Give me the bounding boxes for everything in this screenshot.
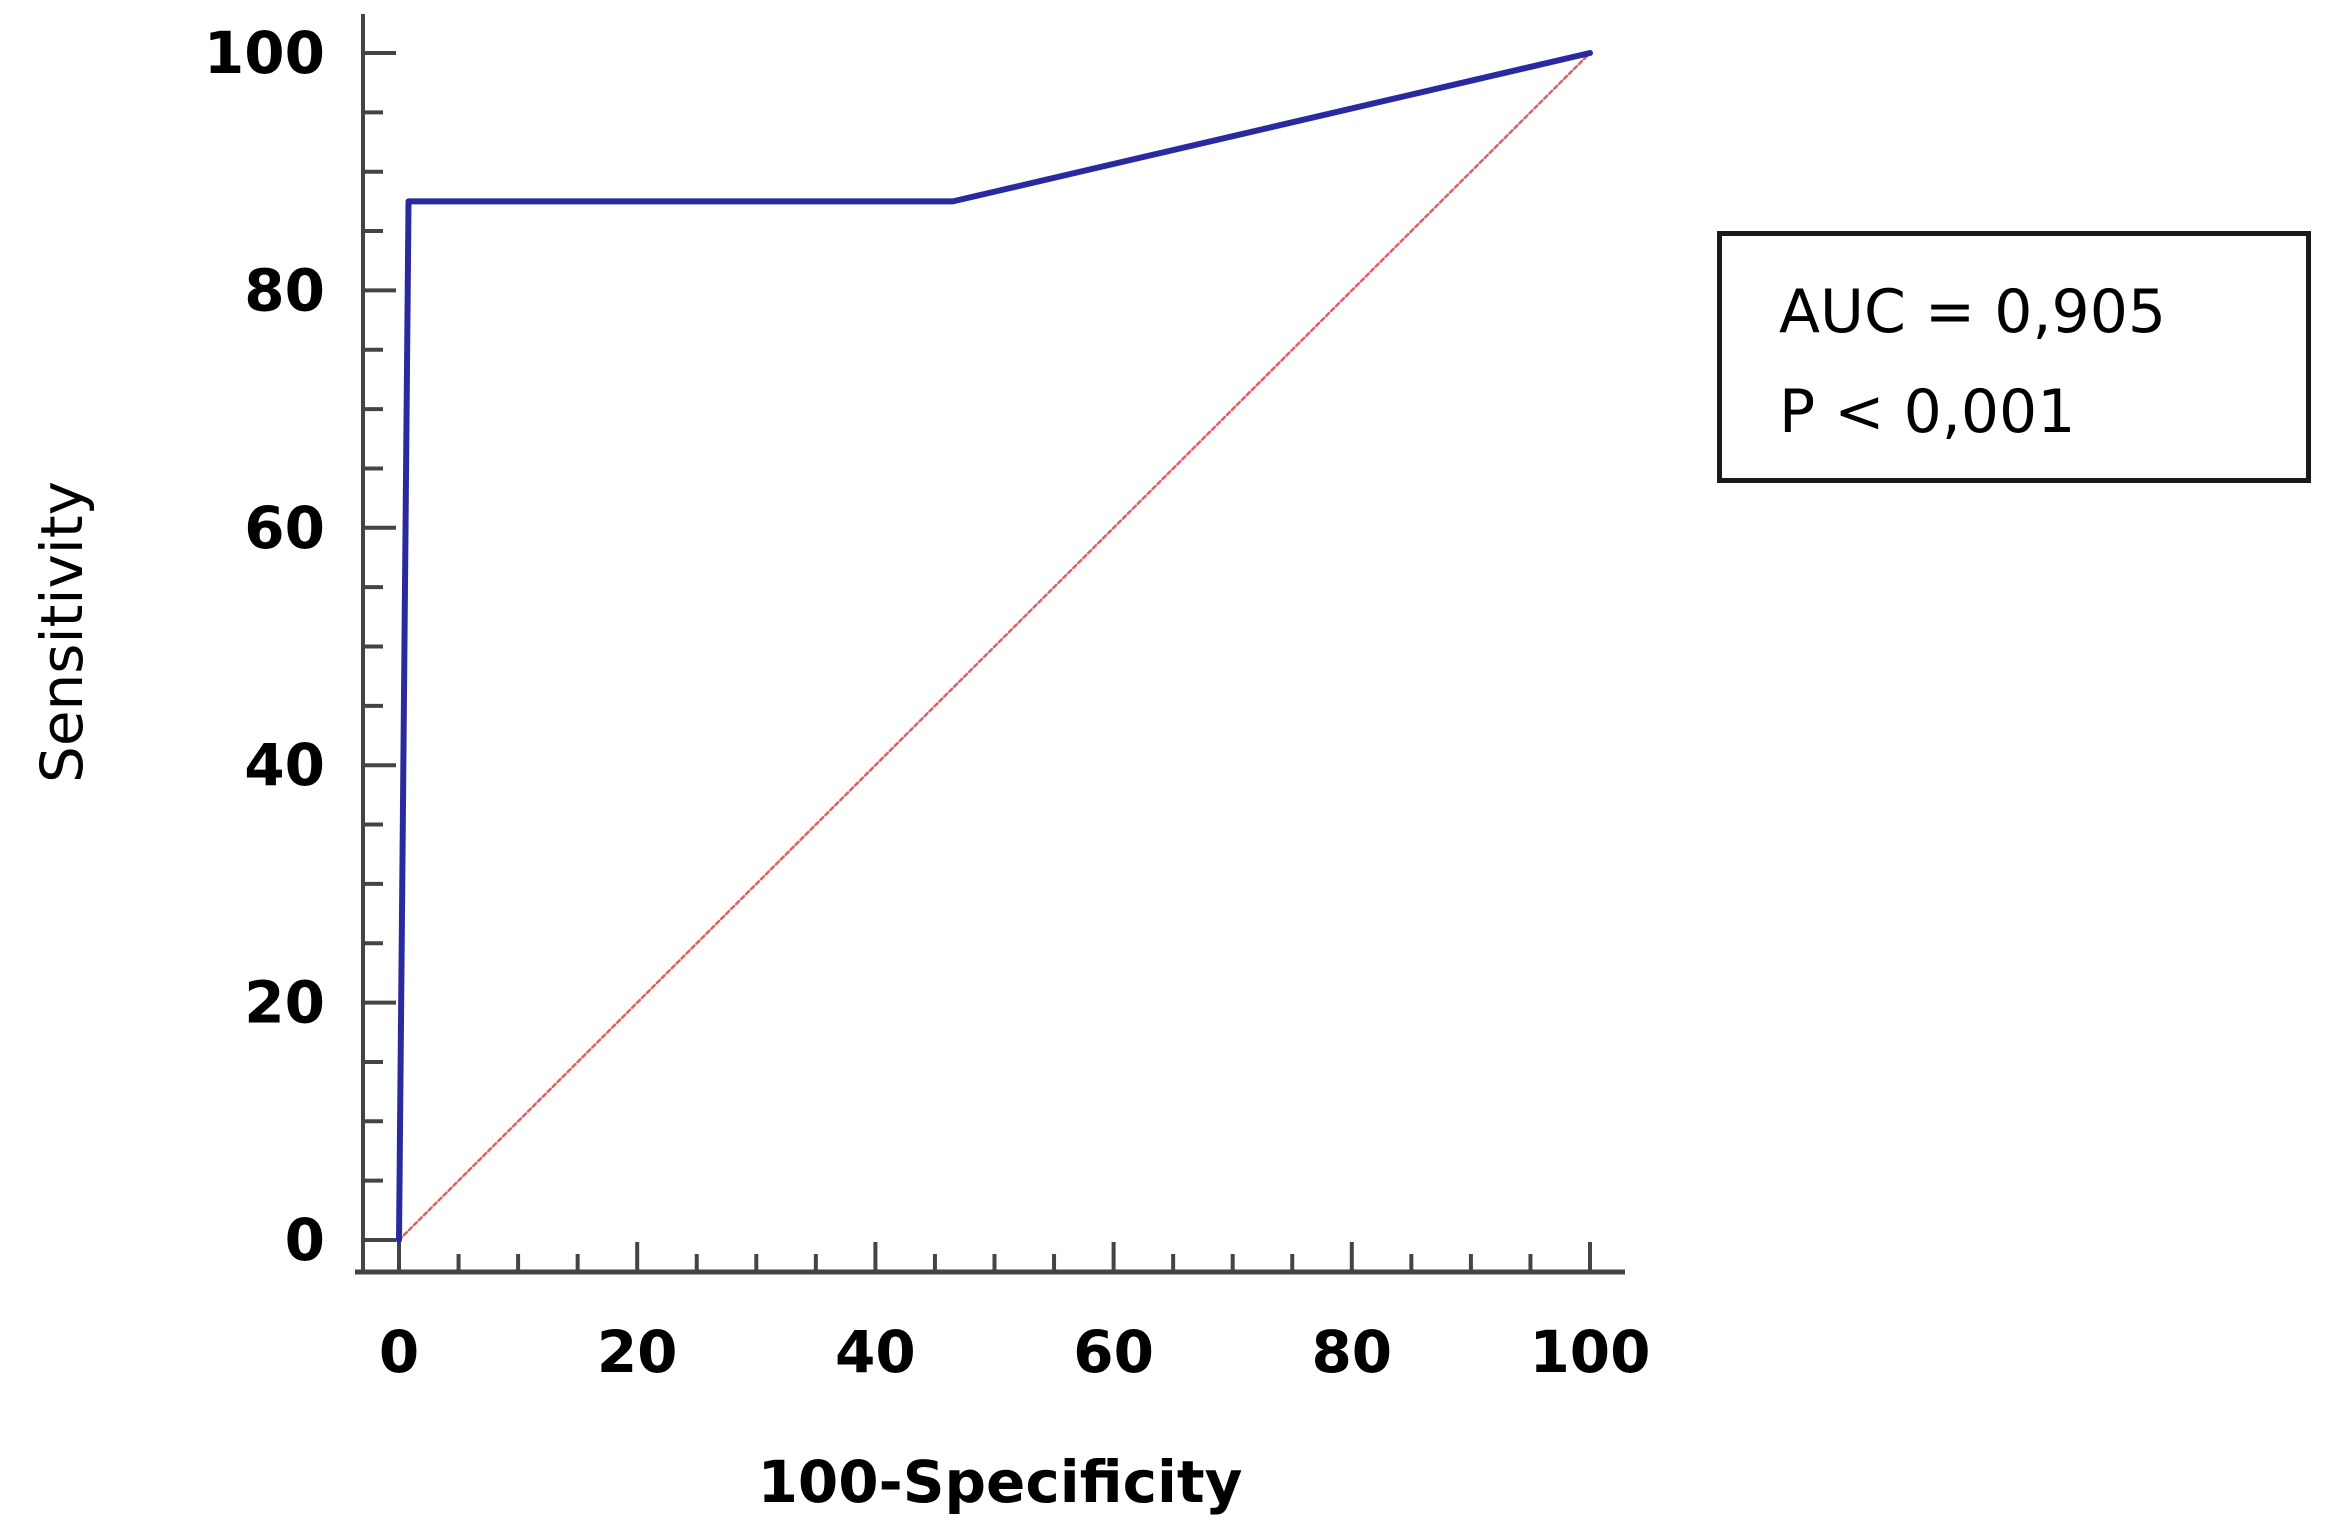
- x-tick-label: 20: [597, 1318, 678, 1386]
- x-tick-label: 40: [835, 1318, 916, 1386]
- y-tick-label: 80: [244, 256, 325, 324]
- p-value: P < 0,001: [1779, 377, 2076, 447]
- y-tick-label: 20: [244, 969, 325, 1037]
- y-axis-title: Sensitivity: [28, 481, 96, 783]
- y-axis: 0 20 40 60 80 100: [204, 14, 396, 1274]
- y-tick-label: 40: [244, 731, 325, 799]
- reference-diagonal-line: [397, 51, 1592, 1242]
- x-tick-label: 100: [1529, 1318, 1650, 1386]
- x-axis: 0 20 40 60 80 100: [355, 1242, 1651, 1386]
- x-tick-label: 80: [1311, 1318, 1392, 1386]
- y-tick-label: 0: [285, 1206, 325, 1274]
- stats-legend-box: AUC = 0,905 P < 0,001: [1717, 231, 2311, 483]
- y-tick-label: 60: [244, 494, 325, 562]
- roc-curve-line: [396, 50, 1593, 1243]
- x-tick-label: 60: [1073, 1318, 1154, 1386]
- y-tick-label: 100: [204, 19, 325, 87]
- x-tick-label: 0: [379, 1318, 419, 1386]
- plot-area: [396, 50, 1593, 1243]
- x-axis-title: 100-Specificity: [758, 1448, 1243, 1516]
- auc-value: AUC = 0,905: [1779, 277, 2167, 347]
